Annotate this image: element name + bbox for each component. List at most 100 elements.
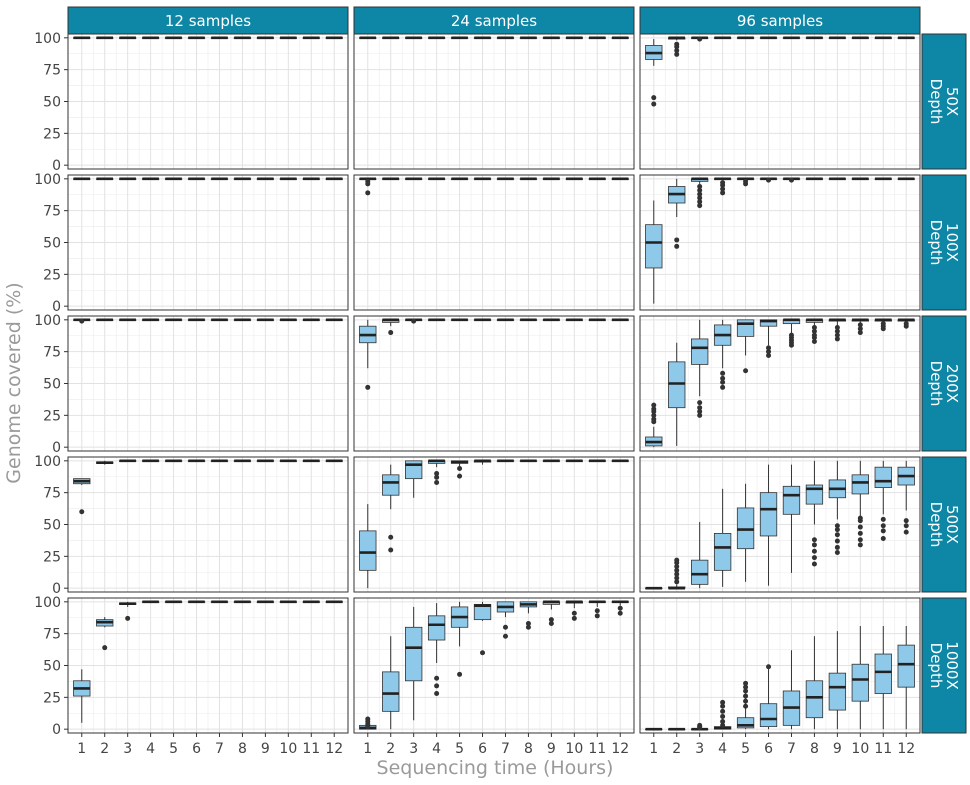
box-r1-c1-x4 (427, 177, 446, 181)
outlier-point (811, 324, 817, 330)
x-axis-title: Sequencing time (Hours) (377, 757, 614, 779)
outlier-point (857, 524, 863, 530)
panel-border (353, 315, 635, 452)
x-tick-label: 2 (386, 741, 395, 757)
y-tick-label: 75 (43, 486, 61, 502)
outlier-point (594, 613, 600, 619)
panel-grid (67, 33, 921, 734)
outlier-point (880, 536, 886, 542)
y-tick-label: 0 (52, 158, 61, 174)
x-axes: 1 2 3 4 5 6 7 8 9 10 11 12 1 2 3 4 5 6 7 8 9 10 11 12 1 2 3 4 5 6 7 8 9 1… (77, 733, 915, 757)
panel-border (353, 174, 635, 311)
box-r1-c1-x12 (611, 177, 629, 181)
outlier-point (697, 405, 703, 411)
x-tick-label: 7 (501, 741, 510, 757)
x-tick-label: 4 (432, 741, 441, 757)
x-tick-label: 7 (787, 741, 796, 757)
x-tick-label: 3 (695, 741, 704, 757)
box-r0-c1-x10 (565, 36, 583, 40)
outlier-point (834, 550, 840, 556)
row-strip (921, 597, 967, 734)
box-iqr (359, 530, 377, 571)
y-tick-label: 75 (43, 204, 61, 220)
outlier-point (834, 527, 840, 533)
box-r4-c2-x3 (691, 722, 709, 731)
outlier-point (79, 509, 85, 515)
box-r2-c0-x8 (233, 318, 252, 322)
box-r3-c0-x1 (73, 478, 91, 515)
box-r1-c2-x11 (874, 177, 892, 181)
box-r4-c0-x12 (325, 600, 343, 604)
y-tick-label: 50 (43, 95, 61, 111)
box-r4-c1-x7 (496, 601, 515, 639)
outlier-point (434, 691, 440, 697)
box-iqr (805, 680, 824, 719)
row-strip (921, 315, 967, 452)
column-strip (639, 6, 921, 35)
x-tick-label: 5 (169, 741, 178, 757)
x-tick-label: 1 (363, 741, 372, 757)
outlier-point (766, 345, 772, 351)
box-r2-c1-x12 (611, 318, 629, 322)
outlier-point (811, 542, 817, 548)
box-r4-c1-x8 (519, 601, 538, 630)
outlier-point (674, 567, 680, 573)
box-r1-c1-x6 (473, 177, 492, 181)
panel-r3-c0 (67, 456, 349, 593)
panel-r4-c2 (639, 597, 921, 734)
x-tick-label: 3 (123, 741, 132, 757)
panel-border (353, 456, 635, 593)
box-r0-c1-x12 (611, 36, 629, 40)
box-r4-c1-x2 (382, 636, 400, 730)
box-iqr (874, 466, 892, 488)
panel-border (639, 315, 921, 452)
box-r4-c1-x3 (405, 606, 423, 721)
outlier-point (697, 187, 703, 193)
y-axes: 0255075100025507510002550751000255075100… (34, 31, 68, 738)
box-r1-c0-x10 (279, 177, 297, 181)
row-strip-label-line: Depth (927, 502, 945, 548)
outlier-point (674, 41, 680, 47)
box-iqr (382, 671, 400, 712)
outlier-point (434, 474, 440, 480)
box-r0-c1-x3 (405, 36, 423, 40)
box-r4-c0-x6 (187, 600, 206, 604)
box-r2-c0-x11 (302, 318, 320, 322)
box-r0-c1-x5 (450, 36, 469, 40)
box-r4-c2-x11 (874, 626, 892, 730)
row-strip-label: 500XDepth (927, 502, 961, 548)
outlier-point (743, 703, 749, 709)
box-iqr (851, 474, 869, 495)
row-strip (921, 174, 967, 311)
box-r2-c2-x10 (851, 318, 869, 336)
y-tick-label: 50 (43, 377, 61, 393)
box-r2-c0-x7 (210, 318, 229, 322)
outlier-point (834, 332, 840, 338)
outlier-point (674, 564, 680, 570)
box-r3-c2-x1 (645, 586, 663, 590)
outlier-point (880, 321, 886, 327)
box-r2-c2-x12 (897, 318, 915, 329)
row-strip-label-line: Depth (927, 220, 945, 266)
box-r2-c0-x9 (256, 318, 275, 322)
box-r1-c2-x4 (713, 177, 732, 196)
box-r3-c2-x7 (782, 464, 801, 573)
box-iqr (427, 615, 446, 641)
box-r4-c1-x10 (565, 600, 583, 621)
outlier-point (457, 473, 463, 479)
column-strip-label: 96 samples (737, 12, 823, 30)
box-r0-c0-x5 (164, 36, 183, 40)
box-r3-c1-x10 (565, 459, 583, 463)
outlier-point (365, 384, 371, 390)
box-r3-c2-x11 (874, 460, 892, 542)
outlier-point (548, 620, 554, 626)
box-iqr (874, 653, 892, 694)
outlier-point (834, 328, 840, 334)
box-r0-c1-x9 (542, 36, 561, 40)
outlier-point (720, 703, 726, 709)
box-r1-c2-x5 (736, 177, 755, 187)
outlier-point (674, 557, 680, 563)
x-tick-label: 11 (302, 741, 320, 757)
box-iqr (851, 663, 869, 702)
box-r2-c2-x3 (691, 319, 709, 418)
